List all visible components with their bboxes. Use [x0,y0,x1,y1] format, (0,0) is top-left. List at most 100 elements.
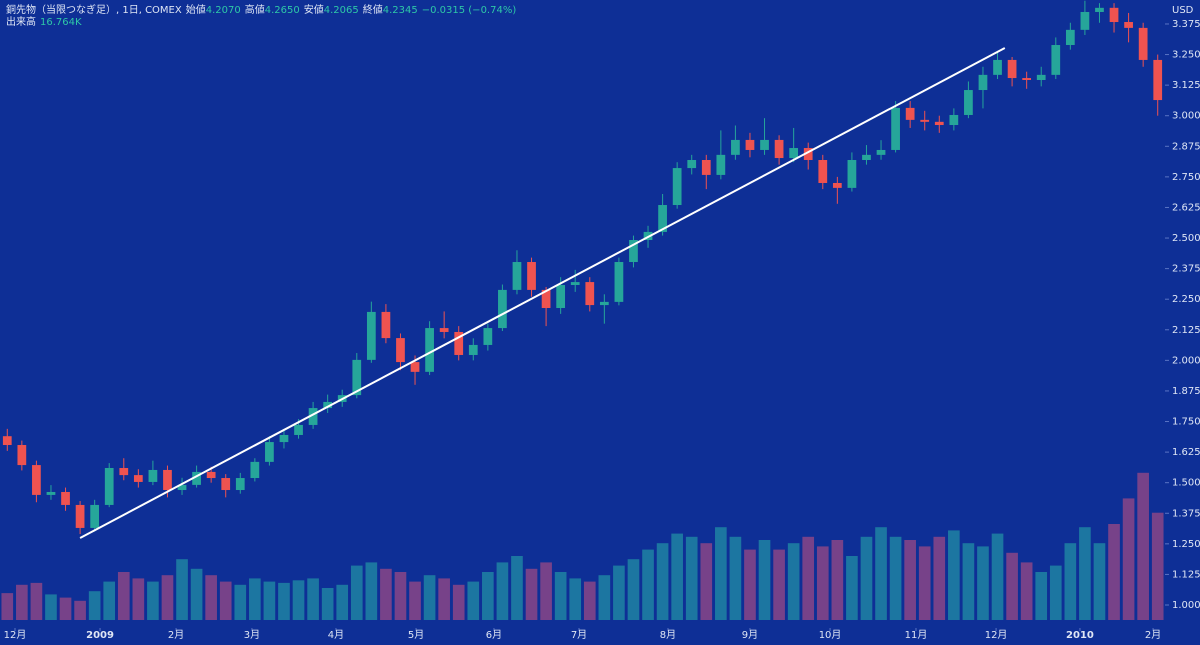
candle-body [323,401,333,409]
candle-body [803,148,813,160]
volume-bar [773,549,785,620]
candle-body [439,328,449,332]
volume-line: 出来高 16.764K [6,15,82,28]
candle-body [498,289,507,329]
candle-body [381,311,391,339]
volume-bar [1137,472,1149,620]
volume-bar [249,578,261,620]
status-label: 終値 [363,3,383,16]
candle-body [541,289,551,309]
candle-body [425,328,434,372]
volume-bar [802,536,815,620]
candle-body [1095,7,1104,12]
candle-body [483,328,493,345]
candle-body [527,262,536,290]
candle-body [614,262,624,302]
y-tick-label: 1.8750 [1172,386,1200,397]
candle-body [847,159,857,188]
candle-body [1080,11,1090,30]
candle-body [1007,59,1017,79]
volume-bar [569,578,582,620]
volume-bar [1,593,14,620]
status-label: 高値 [245,3,265,16]
candle-body [658,205,667,232]
y-tick-label: 2.7500 [1172,172,1200,183]
volume-bar [1035,572,1048,620]
volume-bar [627,559,640,620]
status-value: −0.0315 (−0.74%) [422,5,517,16]
candle-body [949,114,959,126]
candle-body [599,301,609,306]
x-tick-label: 9月 [742,629,758,641]
status-value: 4.2650 [265,5,300,16]
candle-body [964,90,973,115]
candle-layer [2,0,1163,535]
candle-body [570,282,580,286]
candle-body [891,107,900,150]
candle-body [90,504,100,528]
candle-body [1109,7,1119,23]
candle-body [75,504,85,528]
status-value: 4.2345 [383,5,418,16]
candle-body [221,478,231,491]
candle-body [701,159,711,175]
volume-bar [1006,552,1018,620]
x-tick-label: 12月 [985,629,1008,641]
volume-bar [30,582,43,620]
volume-bar [1049,565,1062,620]
volume-bar [540,562,552,620]
candle-body [1153,59,1163,101]
volume-bar [583,581,596,620]
volume-bar [117,572,130,620]
candle-body [148,469,158,482]
volume-bar [350,565,363,620]
volume-bar [219,581,232,620]
volume-value: 16.764K [40,17,82,28]
x-tick-label: 4月 [328,629,344,641]
volume-bar [74,600,86,620]
x-tick-label: 5月 [408,629,424,641]
y-tick-label: 3.2500 [1172,50,1200,61]
candle-body [104,468,114,505]
y-tick-label: 1.7500 [1172,417,1200,428]
volume-bar [190,568,203,620]
candle-body [920,119,930,122]
volume-bar [656,543,669,620]
candle-body [1138,27,1148,60]
candle-body [308,408,318,425]
volume-bar [904,540,916,620]
volume-bar [977,546,989,620]
candle-body [745,139,755,150]
candle-body [396,338,405,363]
y-tick-label: 2.1250 [1172,325,1200,336]
volume-bar [176,559,188,620]
volume-bar [787,543,800,620]
volume-bar [1122,498,1135,620]
candle-body [934,121,944,126]
candle-body [192,471,201,485]
volume-label: 出来高 [6,15,36,28]
candle-body [2,436,12,446]
volume-bar [700,543,713,620]
candle-body [468,344,478,355]
volume-bar [1064,543,1077,620]
volume-bar [918,546,931,620]
volume-bar [482,572,494,620]
status-label: 安値 [304,3,324,16]
title: 銅先物（当限つなぎ足）, 1日, COMEX [6,3,182,16]
y-tick-label: 2.3750 [1172,264,1200,275]
y-tick-label: 1.2500 [1172,539,1200,550]
volume-bar [467,581,480,620]
volume-bar [263,581,276,620]
volume-bar [948,530,960,620]
volume-bar [1020,562,1033,620]
volume-bar [889,536,902,620]
y-tick-label: 2.2500 [1172,294,1200,305]
volume-bar [16,584,28,620]
candle-body [235,478,245,491]
y-tick-label: 2.0000 [1172,355,1200,366]
y-tick-label: 1.6250 [1172,447,1200,458]
volume-bar [846,556,858,620]
candle-body [177,484,187,491]
